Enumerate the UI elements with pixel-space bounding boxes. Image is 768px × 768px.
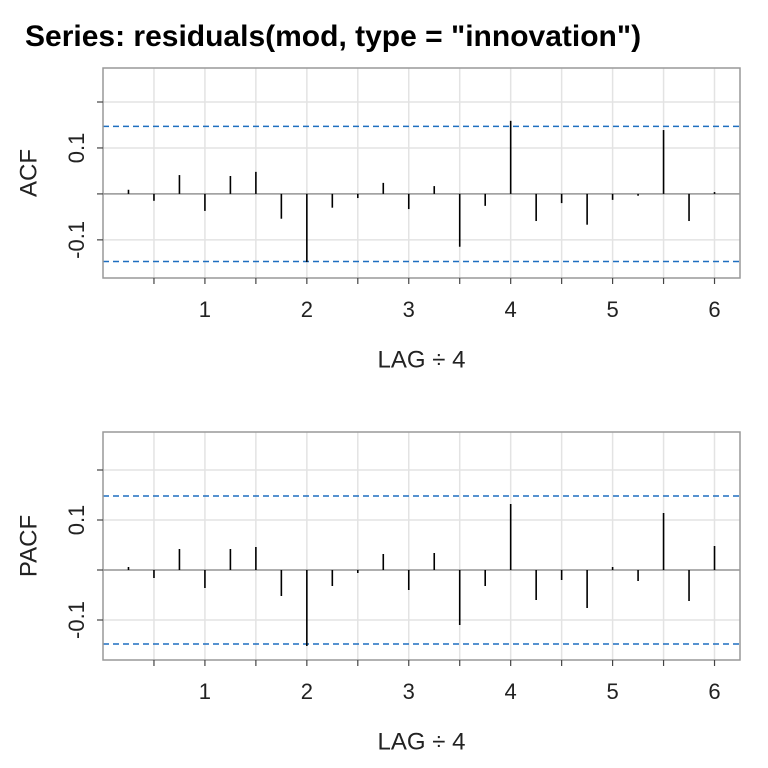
y-axis-label: ACF: [15, 149, 42, 197]
y-axis-label: PACF: [15, 515, 42, 577]
x-tick-label: 4: [505, 297, 517, 322]
plot-panel: [103, 432, 740, 660]
x-tick-label: 6: [708, 679, 720, 704]
x-tick-label: 5: [606, 679, 618, 704]
y-tick-label: -0.1: [64, 601, 89, 639]
x-axis-label: LAG ÷ 4: [378, 346, 466, 373]
x-tick-label: 2: [301, 297, 313, 322]
plot-border: [102, 431, 741, 661]
y-tick-label: 0.1: [64, 133, 89, 164]
x-tick-label: 3: [403, 679, 415, 704]
plot-panel: [103, 68, 740, 278]
x-tick-label: 1: [199, 297, 211, 322]
x-tick-label: 1: [199, 679, 211, 704]
y-tick-label: -0.1: [64, 221, 89, 259]
x-tick-label: 3: [403, 297, 415, 322]
plot-border: [102, 67, 741, 279]
y-tick-label: 0.1: [64, 505, 89, 536]
chart-title: Series: residuals(mod, type = "innovatio…: [25, 20, 641, 53]
x-axis-label: LAG ÷ 4: [378, 728, 466, 755]
x-tick-label: 6: [708, 297, 720, 322]
x-tick-label: 4: [505, 679, 517, 704]
x-tick-label: 2: [301, 679, 313, 704]
x-tick-label: 5: [606, 297, 618, 322]
